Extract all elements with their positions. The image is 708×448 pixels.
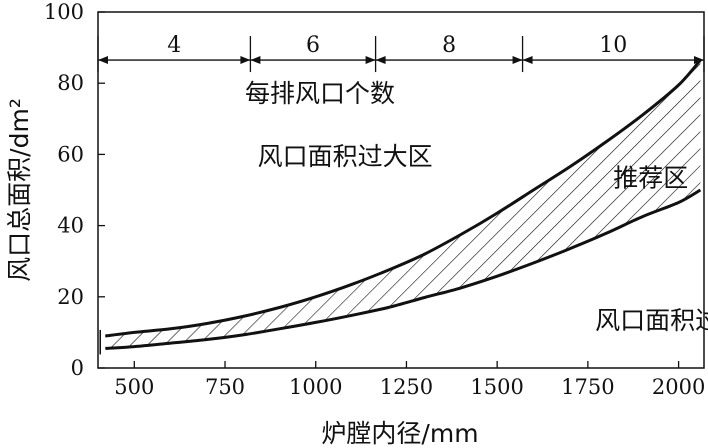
segment-arrow-right [512, 56, 523, 65]
bound-curves [99, 59, 702, 355]
annotations: 风口面积过大区推荐区风口面积过小区 [258, 142, 708, 335]
segment-arrow-left [522, 56, 533, 65]
segment-title: 每排风口个数 [245, 79, 395, 108]
segment-arrow-left [375, 56, 386, 65]
region-annotation: 推荐区 [613, 163, 688, 192]
segment-arrow-right [694, 56, 704, 65]
region-annotation: 风口面积过大区 [258, 142, 433, 171]
plot-frame [97, 11, 705, 369]
segment-label: 6 [306, 33, 320, 58]
x-tick-label: 1250 [380, 375, 433, 399]
segment-label: 8 [442, 33, 456, 58]
upper-bound-line [105, 59, 702, 338]
x-tick-label: 500 [114, 375, 154, 399]
region-annotation: 风口面积过小区 [595, 306, 708, 335]
recommended-band [105, 60, 701, 349]
y-tick-label: 80 [57, 71, 84, 95]
x-axis-label: 炉膛内径/mm [321, 419, 478, 448]
y-tick-label: 20 [57, 285, 84, 309]
y-ticks: 0 20 40 60 80 100 [44, 0, 105, 380]
segment-arrow-left [98, 56, 108, 65]
lower-bound-line [105, 188, 702, 350]
y-tick-label: 100 [44, 0, 84, 24]
x-tick-label: 2000 [652, 375, 705, 399]
y-tick-label: 40 [57, 214, 84, 238]
segment-arrow-right [240, 56, 251, 65]
y-tick-label: 0 [71, 356, 84, 380]
segment-label: 4 [167, 33, 181, 58]
segment-dimension: 4 6 8 10 [97, 33, 705, 73]
segment-arrow-right [365, 56, 376, 65]
segment-label: 10 [599, 33, 627, 58]
x-tick-label: 1750 [561, 375, 614, 399]
x-tick-label: 1500 [470, 375, 523, 399]
x-tick-label: 1000 [289, 375, 342, 399]
x-tick-label: 750 [205, 375, 245, 399]
band-hatch [105, 60, 701, 349]
y-axis-label: 风口总面积/dm² [5, 98, 34, 282]
x-ticks: 500 750 1000 1250 1500 1750 2000 [114, 361, 705, 399]
segment-arrow-left [250, 56, 261, 65]
y-tick-label: 60 [57, 142, 84, 166]
